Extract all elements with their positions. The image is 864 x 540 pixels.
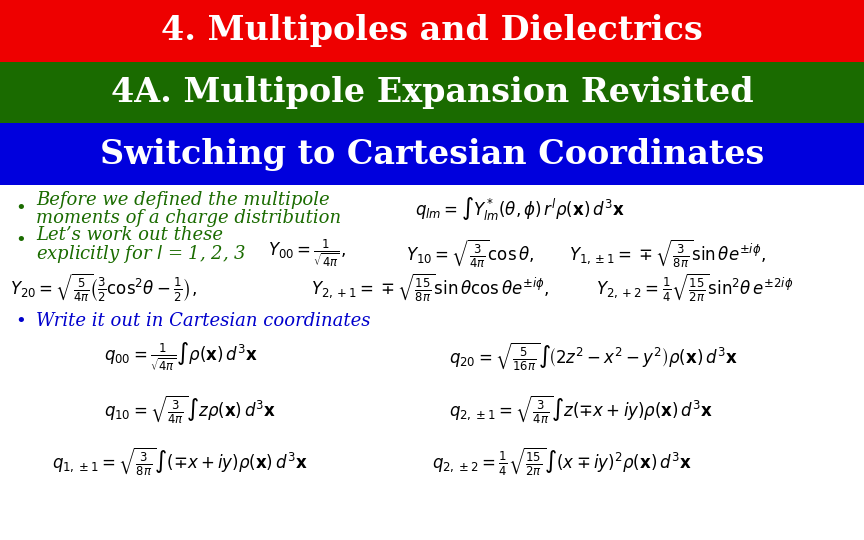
Text: $q_{2,\pm 2} = \frac{1}{4}\sqrt{\frac{15}{2\pi}}\int(x\mp iy)^2\rho(\mathbf{x})\: $q_{2,\pm 2} = \frac{1}{4}\sqrt{\frac{15… (432, 446, 691, 478)
Text: $Y_{2,+2} = \frac{1}{4}\sqrt{\frac{15}{2\pi}}\sin^2\!\theta\, e^{\pm 2i\phi}$: $Y_{2,+2} = \frac{1}{4}\sqrt{\frac{15}{2… (596, 272, 793, 304)
Bar (0, 124, 864, 185)
Bar (0, 0, 864, 62)
Text: $q_{1,\pm 1} = \sqrt{\frac{3}{8\pi}}\int(\mp x+iy)\rho(\mathbf{x})\,d^3\mathbf{x: $q_{1,\pm 1} = \sqrt{\frac{3}{8\pi}}\int… (52, 446, 308, 478)
Text: 4. Multipoles and Dielectrics: 4. Multipoles and Dielectrics (161, 15, 703, 48)
Text: •: • (16, 312, 26, 330)
Text: $q_{lm} = \int Y^*_{lm}(\theta,\phi)\,r^l\rho(\mathbf{x})\,d^3\mathbf{x}$: $q_{lm} = \int Y^*_{lm}(\theta,\phi)\,r^… (415, 195, 625, 222)
Text: $Y_{2,+1} = \mp\sqrt{\frac{15}{8\pi}}\sin\theta\cos\theta e^{\pm i\phi},$: $Y_{2,+1} = \mp\sqrt{\frac{15}{8\pi}}\si… (311, 272, 550, 304)
Text: Before we defined the multipole: Before we defined the multipole (36, 191, 330, 209)
Text: moments of a charge distribution: moments of a charge distribution (36, 208, 341, 227)
Text: $q_{20} = \sqrt{\frac{5}{16\pi}}\int\!\left(2z^2-x^2-y^2\right)\rho(\mathbf{x})\: $q_{20} = \sqrt{\frac{5}{16\pi}}\int\!\l… (449, 340, 738, 373)
Text: $Y_{20} = \sqrt{\frac{5}{4\pi}}\!\left(\frac{3}{2}\cos^2\!\theta - \frac{1}{2}\r: $Y_{20} = \sqrt{\frac{5}{4\pi}}\!\left(\… (10, 272, 197, 304)
Text: $q_{10} = \sqrt{\frac{3}{4\pi}}\int z\rho(\mathbf{x})\,d^3\mathbf{x}$: $q_{10} = \sqrt{\frac{3}{4\pi}}\int z\rh… (104, 393, 276, 426)
Text: •: • (16, 199, 26, 217)
Text: $q_{2,\pm 1} = \sqrt{\frac{3}{4\pi}}\int z(\mp x+iy)\rho(\mathbf{x})\,d^3\mathbf: $q_{2,\pm 1} = \sqrt{\frac{3}{4\pi}}\int… (449, 393, 714, 426)
Bar (0, 62, 864, 124)
Text: Let’s work out these: Let’s work out these (36, 226, 223, 244)
Text: •: • (16, 231, 26, 249)
Text: $Y_{00} = \frac{1}{\sqrt{4\pi}},$: $Y_{00} = \frac{1}{\sqrt{4\pi}},$ (268, 238, 346, 269)
Text: $Y_{1,\pm 1} = \mp\sqrt{\frac{3}{8\pi}}\sin\theta e^{\pm i\phi},$: $Y_{1,\pm 1} = \mp\sqrt{\frac{3}{8\pi}}\… (569, 238, 766, 270)
Text: explicitly for $\it{l}$ = 1, 2, 3: explicitly for $\it{l}$ = 1, 2, 3 (36, 243, 246, 265)
Text: $q_{00} = \frac{1}{\sqrt{4\pi}}\int\rho(\mathbf{x})\,d^3\mathbf{x}$: $q_{00} = \frac{1}{\sqrt{4\pi}}\int\rho(… (104, 340, 257, 373)
Text: $Y_{10} = \sqrt{\frac{3}{4\pi}}\cos\theta,$: $Y_{10} = \sqrt{\frac{3}{4\pi}}\cos\thet… (406, 238, 535, 270)
Text: Switching to Cartesian Coordinates: Switching to Cartesian Coordinates (100, 138, 764, 171)
Text: Write it out in Cartesian coordinates: Write it out in Cartesian coordinates (36, 312, 371, 330)
Text: 4A. Multipole Expansion Revisited: 4A. Multipole Expansion Revisited (111, 76, 753, 109)
